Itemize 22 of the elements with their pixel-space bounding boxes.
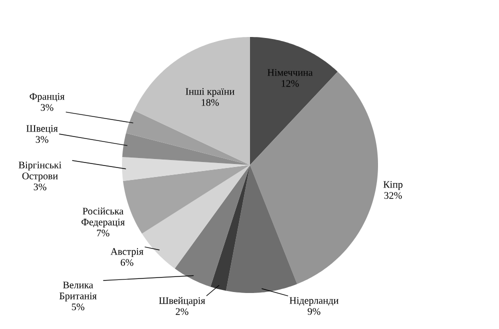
data-label: 7% bbox=[97, 230, 110, 236]
slice-label: Австрія bbox=[110, 248, 144, 257]
slice-label: Інші країни bbox=[186, 88, 234, 97]
slice-label: Нідерланди bbox=[290, 297, 338, 306]
slice-label: Німеччина bbox=[268, 69, 313, 76]
data-label: 9% bbox=[308, 308, 320, 315]
data-label: 12% bbox=[282, 80, 299, 87]
slice-label: Велика Британія bbox=[59, 282, 97, 302]
slice-label: Швейцарія bbox=[159, 297, 206, 306]
data-label: 18% bbox=[202, 99, 219, 106]
data-label: 3% bbox=[40, 104, 54, 111]
slice-label: Франція bbox=[30, 93, 64, 102]
slice-label: Швеція bbox=[26, 125, 58, 134]
data-label: 3% bbox=[36, 136, 48, 143]
data-label: 2% bbox=[176, 308, 188, 315]
slice-label: Російська Федерація bbox=[82, 208, 125, 228]
slice-label: Віргінські Острови bbox=[18, 162, 62, 182]
data-label: 32% bbox=[384, 192, 402, 199]
data-label: 5% bbox=[72, 304, 84, 310]
slice-label: Кіпр bbox=[383, 181, 402, 190]
data-label: 3% bbox=[34, 184, 46, 190]
data-label: 6% bbox=[120, 259, 134, 266]
